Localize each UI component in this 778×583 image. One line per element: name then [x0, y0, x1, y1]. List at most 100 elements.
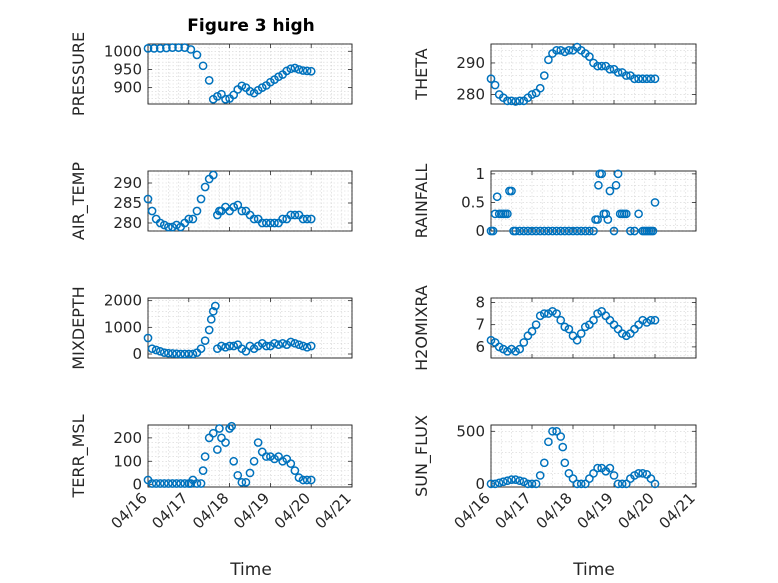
- data-point: [634, 468, 643, 478]
- y-tick-label: 280: [456, 86, 485, 104]
- data-point: [200, 452, 210, 461]
- y-tick-label: 100: [113, 452, 142, 470]
- data-point: [605, 64, 615, 74]
- data-point: [290, 338, 300, 348]
- data-point: [213, 445, 222, 454]
- data-point: [634, 74, 643, 84]
- data-point: [603, 215, 613, 224]
- data-point: [192, 479, 202, 488]
- data-point: [630, 471, 639, 480]
- data-point: [597, 169, 607, 179]
- data-point: [597, 61, 607, 71]
- data-point: [498, 477, 508, 487]
- data-point: [646, 74, 656, 84]
- y-tick-label: 900: [113, 79, 142, 97]
- y-axis-label: THETA: [412, 48, 431, 100]
- data-point: [159, 348, 169, 358]
- figure-title: Figure 3 high: [187, 16, 315, 36]
- data-point: [621, 71, 631, 80]
- data-point: [585, 474, 594, 483]
- data-point: [143, 44, 153, 53]
- x-tick-label: 04/16: [108, 489, 151, 532]
- data-point: [168, 349, 177, 358]
- data-point: [556, 45, 566, 55]
- data-point: [503, 209, 512, 219]
- data-point: [544, 226, 553, 236]
- data-point: [233, 470, 243, 480]
- data-point: [266, 218, 275, 228]
- data-point: [558, 442, 568, 452]
- y-tick-label: 0: [475, 475, 485, 493]
- data-point: [217, 341, 226, 351]
- data-point: [176, 349, 185, 359]
- data-point: [507, 186, 516, 196]
- data-point: [192, 50, 202, 60]
- data-point: [634, 209, 643, 219]
- data-point: [535, 226, 545, 236]
- data-point: [519, 477, 529, 487]
- data-point: [486, 74, 496, 84]
- data-point: [302, 475, 312, 485]
- data-point: [249, 456, 259, 466]
- data-point: [184, 349, 194, 359]
- data-point: [200, 182, 210, 192]
- x-tick-label: 04/20: [271, 489, 314, 532]
- y-axis-label: AIR_TEMP: [69, 162, 89, 240]
- data-point: [613, 479, 623, 489]
- data-point: [523, 479, 533, 489]
- data-point: [642, 74, 652, 84]
- data-point: [572, 335, 582, 345]
- data-point: [164, 348, 173, 358]
- data-point: [306, 66, 316, 76]
- data-point: [186, 45, 196, 54]
- data-point: [544, 437, 553, 447]
- axes-box: [490, 43, 697, 105]
- data-point: [490, 209, 500, 219]
- data-point: [535, 83, 545, 93]
- data-point: [503, 476, 512, 486]
- data-point: [229, 341, 239, 351]
- data-point: [162, 43, 171, 53]
- data-point: [523, 226, 533, 236]
- data-point: [188, 214, 198, 224]
- data-point: [155, 346, 165, 356]
- data-point: [589, 315, 598, 325]
- data-point: [245, 86, 255, 96]
- data-point: [192, 206, 202, 216]
- data-point: [605, 186, 615, 196]
- data-point: [302, 66, 312, 76]
- data-point: [257, 218, 267, 228]
- data-point: [204, 76, 214, 85]
- data-point: [237, 477, 247, 487]
- data-point: [650, 198, 660, 207]
- data-point: [298, 214, 308, 224]
- data-point: [208, 306, 218, 316]
- data-point: [306, 475, 316, 485]
- data-point: [527, 90, 537, 99]
- data-point: [539, 458, 549, 468]
- data-point: [605, 463, 615, 473]
- grid: [490, 425, 697, 487]
- data-point: [630, 74, 639, 84]
- data-point: [564, 324, 574, 334]
- data-point: [188, 349, 198, 359]
- data-point: [490, 80, 500, 90]
- data-point: [221, 342, 230, 352]
- y-tick-label: 6: [475, 338, 485, 356]
- data-point: [155, 479, 165, 488]
- data-point: [609, 471, 619, 480]
- data-point: [535, 471, 545, 480]
- axes-border: [147, 424, 353, 488]
- data-point: [302, 214, 312, 224]
- data-point: [539, 226, 549, 236]
- data-point: [515, 226, 525, 236]
- data-point: [552, 45, 561, 55]
- data-point: [229, 456, 239, 466]
- chart-mixdepth: 0 1000 2000 MIXDEPTH: [69, 286, 353, 370]
- chart-air_temp: 280 285 290 AIR_TEMP: [69, 162, 353, 240]
- data-point: [286, 459, 296, 468]
- data-point: [593, 463, 602, 473]
- data-point: [515, 344, 525, 354]
- y-tick-label: 285: [113, 194, 142, 212]
